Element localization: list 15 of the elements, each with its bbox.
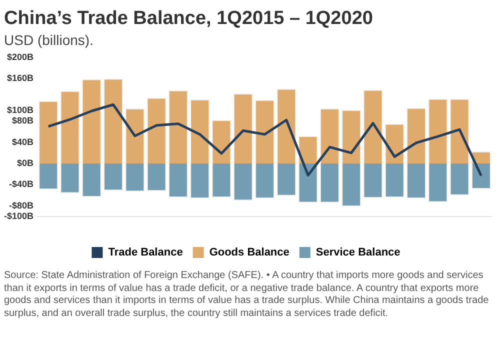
legend-label: Goods Balance [209,246,290,259]
legend-label: Service Balance [316,246,400,259]
y-tick-label: -$80B [9,200,34,210]
legend-label: Trade Balance [108,246,183,259]
chart-title: China’s Trade Balance, 1Q2015 – 1Q2020 [4,8,374,30]
y-tick-label: $160B [6,73,34,84]
y-tick-label: $40B [12,136,34,147]
y-tick-label: $0B [17,158,34,168]
y-tick-label: -$40B [9,179,34,190]
source-note: Source: State Administration of Foreign Exchange (SAFE). • A country that imports more goods and services than it exports in terms of value has a trade deficit, or a negative trade balance. A country that exports more goods and services than it imports in terms of value has a trade surplus. While China maintains a goods trade surplus, and an overall trade surplus, the country still maintains a services trade deficit. [4,270,490,320]
y-tick-label: $80B [12,116,34,126]
y-tick-label: $200B [6,52,34,62]
chart-subtitle: USD (billions). [4,32,94,48]
y-tick-label: $100B [6,104,34,115]
y-tick-label: -$100B [4,211,34,222]
